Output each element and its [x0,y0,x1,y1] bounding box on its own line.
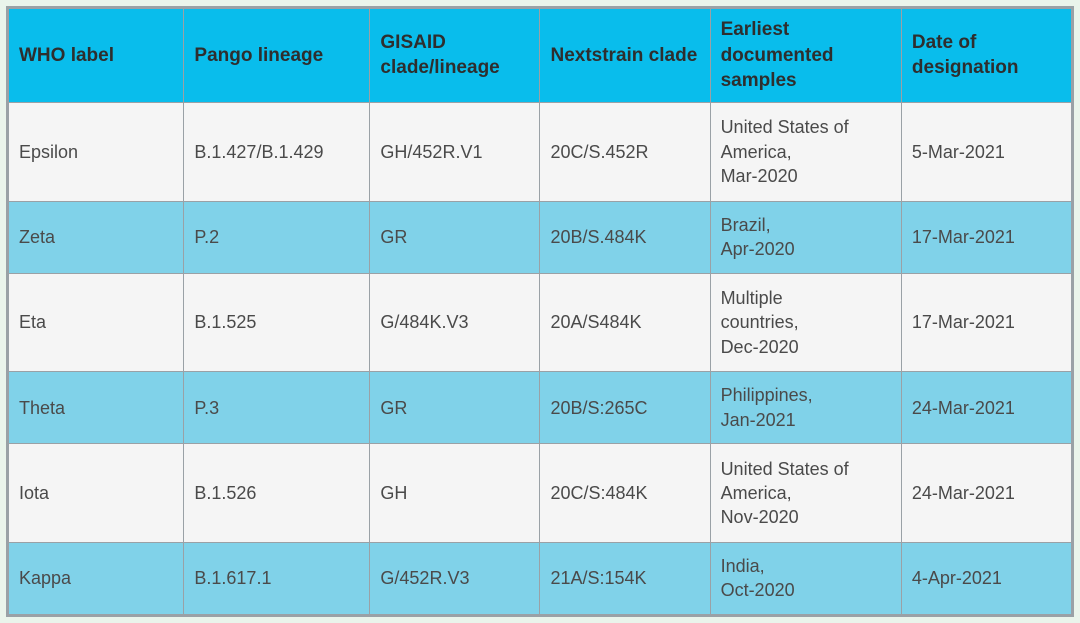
table-row: EtaB.1.525G/484K.V320A/S484KMultiplecoun… [9,273,1072,372]
gisaid-clade: GH/452R.V1 [370,102,540,201]
who-label: Eta [9,273,184,372]
samples-line: Jan-2021 [721,408,891,432]
earliest-samples: United States ofAmerica,Nov-2020 [710,444,901,543]
gisaid-clade: GR [370,372,540,444]
earliest-samples: Multiplecountries,Dec-2020 [710,273,901,372]
samples-line: Mar-2020 [721,164,891,188]
earliest-samples: India,Oct-2020 [710,542,901,614]
designation-date: 5-Mar-2021 [901,102,1071,201]
table-row: EpsilonB.1.427/B.1.429GH/452R.V120C/S.45… [9,102,1072,201]
gisaid-clade: G/452R.V3 [370,542,540,614]
pango-lineage: B.1.526 [184,444,370,543]
table-row: ThetaP.3GR20B/S:265CPhilippines,Jan-2021… [9,372,1072,444]
table-header: WHO labelPango lineageGISAID clade/linea… [9,9,1072,103]
samples-line: Brazil, [721,213,891,237]
table-row: ZetaP.2GR20B/S.484KBrazil,Apr-202017-Mar… [9,201,1072,273]
designation-date: 4-Apr-2021 [901,542,1071,614]
samples-line: United States of [721,115,891,139]
samples-line: Nov-2020 [721,505,891,529]
earliest-samples: Brazil,Apr-2020 [710,201,901,273]
who-label: Theta [9,372,184,444]
pango-lineage: P.2 [184,201,370,273]
nextstrain-clade: 20A/S484K [540,273,710,372]
column-header: Date of designation [901,9,1071,103]
samples-line: Apr-2020 [721,237,891,261]
variant-table-container: WHO labelPango lineageGISAID clade/linea… [6,6,1074,617]
samples-line: America, [721,481,891,505]
samples-line: Oct-2020 [721,578,891,602]
nextstrain-clade: 20C/S.452R [540,102,710,201]
samples-line: Philippines, [721,383,891,407]
column-header: WHO label [9,9,184,103]
earliest-samples: United States ofAmerica,Mar-2020 [710,102,901,201]
gisaid-clade: GR [370,201,540,273]
who-label: Kappa [9,542,184,614]
nextstrain-clade: 20C/S:484K [540,444,710,543]
samples-line: countries, [721,310,891,334]
who-label: Epsilon [9,102,184,201]
samples-line: United States of [721,457,891,481]
samples-line: Dec-2020 [721,335,891,359]
variant-table: WHO labelPango lineageGISAID clade/linea… [8,8,1072,615]
designation-date: 17-Mar-2021 [901,273,1071,372]
table-header-row: WHO labelPango lineageGISAID clade/linea… [9,9,1072,103]
designation-date: 17-Mar-2021 [901,201,1071,273]
nextstrain-clade: 21A/S:154K [540,542,710,614]
column-header: Earliest documented samples [710,9,901,103]
earliest-samples: Philippines,Jan-2021 [710,372,901,444]
gisaid-clade: GH [370,444,540,543]
designation-date: 24-Mar-2021 [901,444,1071,543]
who-label: Iota [9,444,184,543]
designation-date: 24-Mar-2021 [901,372,1071,444]
samples-line: India, [721,554,891,578]
gisaid-clade: G/484K.V3 [370,273,540,372]
pango-lineage: B.1.617.1 [184,542,370,614]
pango-lineage: B.1.525 [184,273,370,372]
table-row: IotaB.1.526GH20C/S:484KUnited States ofA… [9,444,1072,543]
samples-line: Multiple [721,286,891,310]
column-header: Pango lineage [184,9,370,103]
nextstrain-clade: 20B/S.484K [540,201,710,273]
column-header: Nextstrain clade [540,9,710,103]
pango-lineage: P.3 [184,372,370,444]
who-label: Zeta [9,201,184,273]
table-body: EpsilonB.1.427/B.1.429GH/452R.V120C/S.45… [9,102,1072,614]
column-header: GISAID clade/lineage [370,9,540,103]
table-row: KappaB.1.617.1 G/452R.V321A/S:154KIndia,… [9,542,1072,614]
pango-lineage: B.1.427/B.1.429 [184,102,370,201]
samples-line: America, [721,140,891,164]
nextstrain-clade: 20B/S:265C [540,372,710,444]
